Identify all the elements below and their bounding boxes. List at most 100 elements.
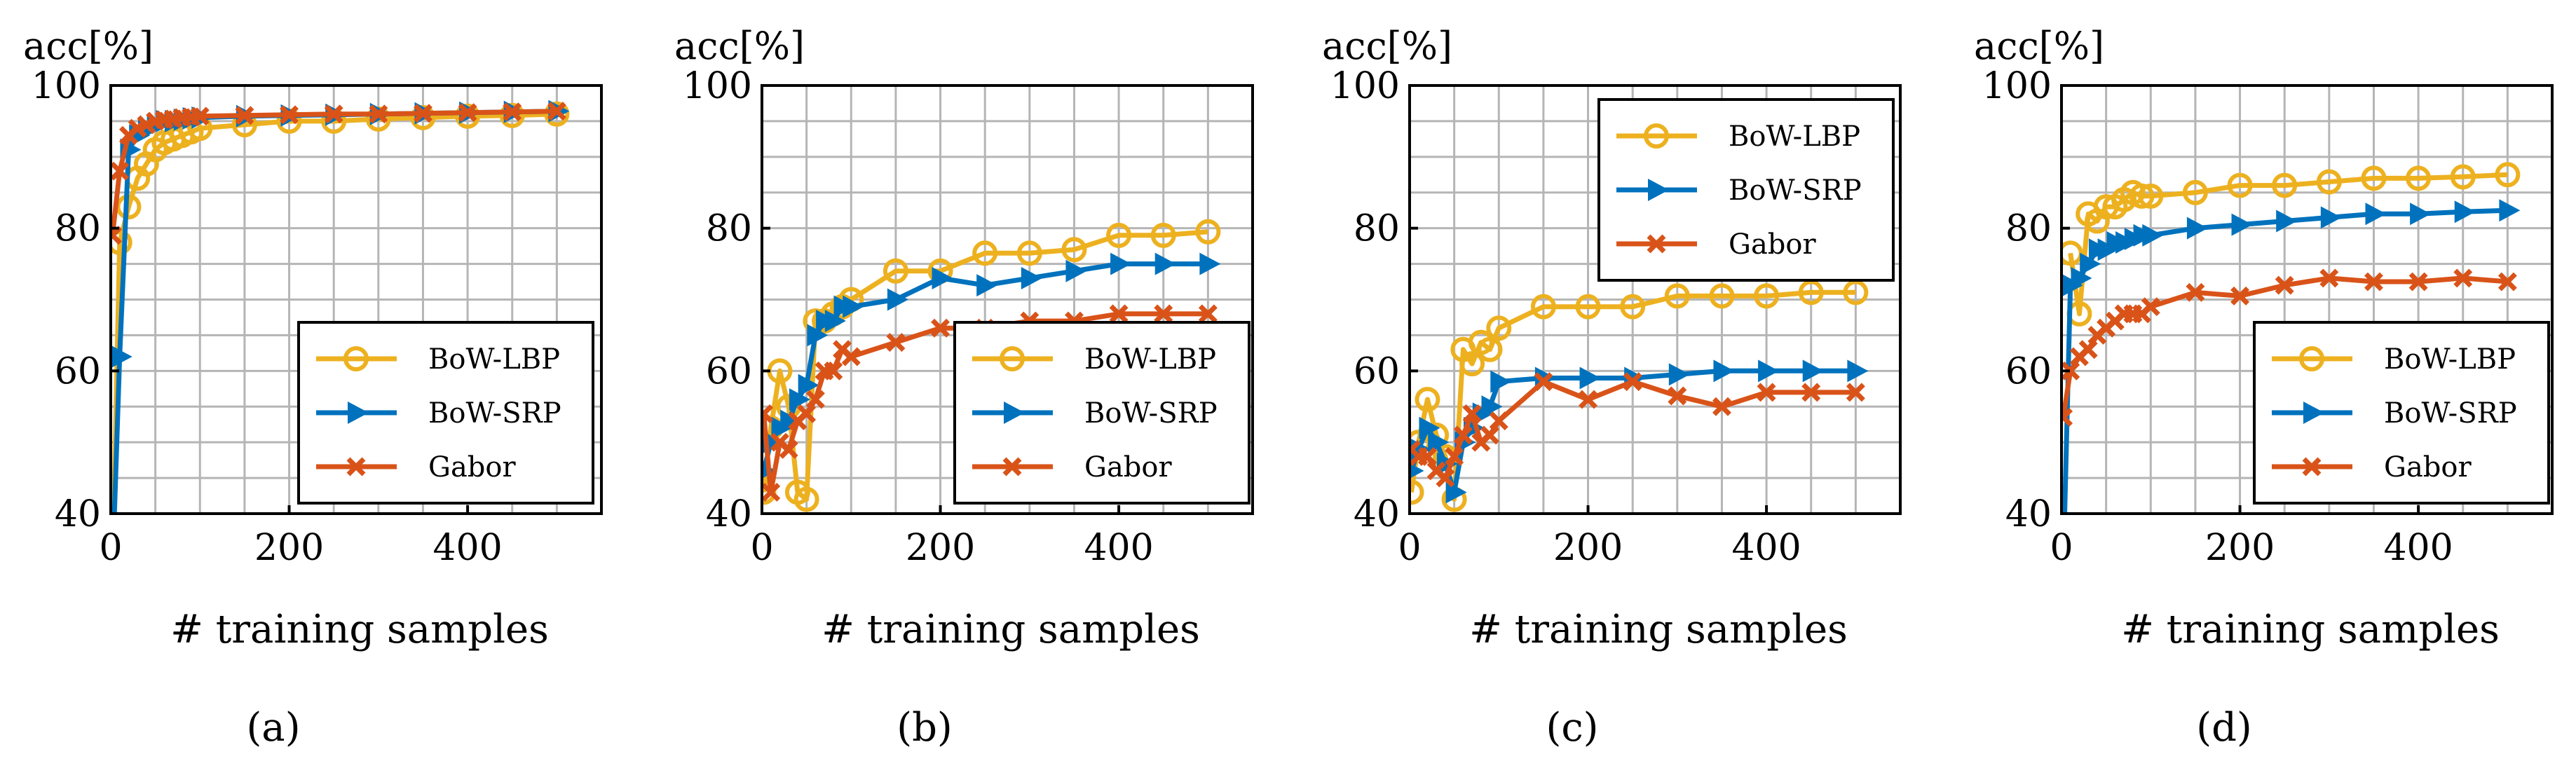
- legend-label-gabor: Gabor: [428, 451, 516, 484]
- legend-label-gabor: Gabor: [1729, 228, 1816, 261]
- data-point-bow-srp: [887, 288, 908, 311]
- data-point-bow-lbp: [2182, 179, 2208, 205]
- legend-label-bow-lbp: BoW-LBP: [1084, 343, 1216, 376]
- y-tick-label: 60: [706, 350, 752, 392]
- data-point-bow-srp: [2454, 200, 2476, 224]
- y-tick-label: 100: [1982, 65, 2052, 107]
- data-point-bow-lbp: [1709, 283, 1735, 309]
- data-point-bow-srp: [2142, 224, 2164, 247]
- data-point-bow-srp: [2365, 203, 2387, 226]
- data-point-gabor: [1462, 404, 1482, 423]
- legend-marker-bow-lbp: [1000, 346, 1025, 371]
- data-point-bow-lbp: [793, 486, 819, 512]
- plot-frame: [109, 84, 603, 515]
- data-point-bow-lbp: [1798, 280, 1824, 306]
- data-point-gabor: [1846, 383, 1865, 402]
- x-tick-label: 200: [1553, 527, 1623, 569]
- data-point-bow-lbp: [882, 258, 908, 284]
- x-tick-label: 200: [254, 527, 324, 569]
- data-point-gabor: [1712, 397, 1731, 416]
- data-point-gabor: [190, 107, 210, 126]
- x-tick-label: 0: [2050, 527, 2073, 569]
- x-tick-label: 0: [750, 527, 773, 569]
- data-point-bow-lbp: [1415, 387, 1440, 413]
- x-tick-label: 400: [2383, 527, 2453, 569]
- legend-marker-bow-lbp: [343, 346, 369, 371]
- data-point-bow-srp: [2071, 266, 2092, 289]
- y-tick-label: 80: [55, 208, 101, 250]
- panel-caption: (b): [897, 705, 953, 750]
- data-point-bow-lbp: [1477, 336, 1503, 362]
- data-point-bow-srp: [1065, 259, 1087, 282]
- data-point-bow-srp: [1110, 252, 1132, 275]
- data-point-bow-srp: [2499, 199, 2521, 222]
- data-point-bow-lbp: [1061, 237, 1087, 263]
- data-point-gabor: [1668, 386, 1687, 406]
- legend-marker-bow-srp: [348, 402, 369, 424]
- data-point-bow-lbp: [1620, 294, 1646, 320]
- legend-marker-bow-lbp: [2299, 346, 2324, 371]
- series-group: [2062, 162, 2521, 514]
- data-point-bow-lbp: [2406, 165, 2432, 191]
- y-tick-label: 100: [1330, 65, 1400, 107]
- data-point-bow-srp: [1847, 359, 1869, 383]
- data-point-gabor: [2497, 272, 2517, 292]
- data-point-gabor: [111, 161, 130, 181]
- data-point-bow-srp: [111, 345, 132, 368]
- data-point-gabor: [2364, 272, 2383, 292]
- data-point-gabor: [1534, 372, 1553, 392]
- x-axis-label: # training samples: [2121, 607, 2500, 652]
- data-point-bow-lbp: [2316, 169, 2342, 195]
- data-point-gabor: [547, 102, 566, 121]
- x-tick-label: 400: [1084, 527, 1153, 569]
- x-tick-label: 0: [99, 527, 122, 569]
- data-point-bow-lbp: [1575, 294, 1601, 320]
- data-point-bow-lbp: [2129, 183, 2155, 209]
- plot-frame: [2060, 84, 2554, 515]
- data-point-gabor: [931, 318, 950, 338]
- y-tick-label: 40: [706, 493, 752, 535]
- data-point-gabor: [1480, 425, 1500, 445]
- data-point-bow-lbp: [1106, 222, 1132, 248]
- legend-label-gabor: Gabor: [2384, 451, 2472, 484]
- data-point-bow-srp: [2080, 252, 2101, 275]
- x-tick-label: 0: [1398, 527, 1421, 569]
- data-point-bow-lbp: [544, 101, 570, 127]
- legend-marker-gabor: [346, 457, 366, 476]
- chart-panel-b: 40 60 80 100 0 200 400 acc[%] # training samples…: [674, 24, 1254, 750]
- data-point-gabor: [1417, 447, 1437, 467]
- legend-marker-gabor: [2302, 457, 2322, 476]
- y-tick-label: 60: [2005, 350, 2052, 392]
- data-point-bow-srp: [798, 373, 819, 397]
- data-point-bow-srp: [1490, 370, 1512, 393]
- y-tick-label: 40: [1354, 493, 1400, 535]
- data-point-bow-lbp: [111, 230, 132, 256]
- data-point-bow-srp: [1021, 266, 1042, 289]
- data-point-bow-srp: [1758, 359, 1780, 383]
- data-point-gabor: [503, 102, 522, 122]
- data-point-gabor: [413, 104, 432, 123]
- data-point-gabor: [824, 361, 843, 380]
- data-point-gabor: [2408, 272, 2428, 292]
- data-point-gabor: [280, 105, 299, 125]
- y-tick-label: 80: [706, 208, 752, 250]
- data-point-bow-srp: [976, 274, 998, 297]
- data-point-bow-lbp: [1664, 283, 1690, 309]
- data-point-bow-lbp: [1459, 351, 1485, 377]
- data-point-bow-lbp: [1150, 222, 1176, 248]
- y-axis-label: acc[%]: [1974, 24, 2104, 68]
- data-point-gabor: [886, 333, 906, 352]
- data-point-bow-lbp: [2227, 172, 2253, 198]
- data-point-gabor: [235, 106, 254, 125]
- data-point-bow-srp: [780, 409, 802, 432]
- data-point-bow-srp: [1802, 359, 1824, 383]
- legend: BoW-LBP BoW-SRP Gabor: [1597, 98, 1895, 282]
- y-tick-label: 60: [1354, 350, 1400, 392]
- data-point-bow-lbp: [972, 240, 998, 266]
- data-point-gabor: [2062, 408, 2073, 427]
- legend-marker-bow-lbp: [1644, 123, 1669, 149]
- series-group: [1410, 280, 1869, 512]
- panel-caption: (c): [1546, 705, 1598, 750]
- legend-marker-bow-srp: [1648, 179, 1669, 201]
